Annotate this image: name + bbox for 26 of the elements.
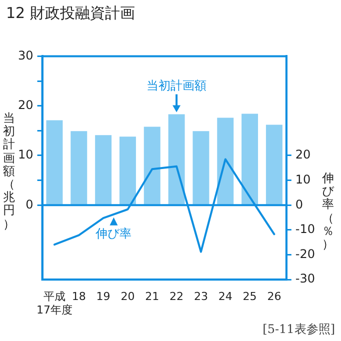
y2-tick-label: -20 <box>295 246 316 261</box>
x-tick-label: 24 <box>218 290 232 304</box>
legend-label: 伸び率 <box>94 226 132 240</box>
y2-tick-label: 0 <box>295 197 304 212</box>
x-tick-label: 21 <box>145 290 160 304</box>
y2-tick-label: -30 <box>295 272 316 286</box>
x-tick-label: 26 <box>267 290 282 304</box>
text: [5-11表参照] <box>262 321 335 338</box>
chart-title: 12 財政投融資計画 <box>6 4 135 23</box>
y-tick-label: 20 <box>18 98 34 112</box>
y-tick-label: 0 <box>26 197 34 212</box>
y-tick-label: 30 <box>18 48 34 62</box>
x-tick-label: 18 <box>72 290 86 304</box>
y2-tick-label: 20 <box>295 148 311 162</box>
y2-tick-label: -10 <box>295 222 316 236</box>
x-tick-label: 23 <box>194 290 208 304</box>
text: 当初計画額（兆円） <box>3 111 15 230</box>
x-tick-label: 19 <box>96 290 110 304</box>
x-tick-label: 25 <box>242 290 257 304</box>
x-tick-label: 平成17年度 <box>36 290 72 316</box>
text: 当初計画額 <box>146 78 207 92</box>
y2-axis-title: 伸び率（％） <box>322 171 334 252</box>
y2-tick-label: 10 <box>295 172 311 186</box>
x-tick-label: 20 <box>120 290 135 304</box>
x-tick-label: 22 <box>170 290 184 304</box>
y-tick-label: 10 <box>18 148 34 162</box>
